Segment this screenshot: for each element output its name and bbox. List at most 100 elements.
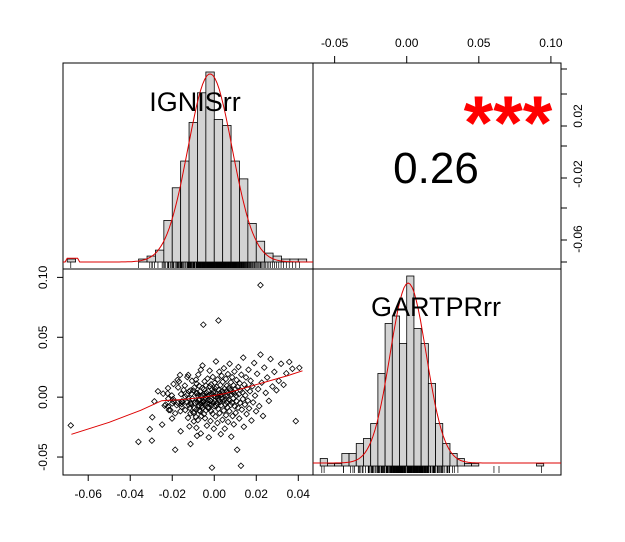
scatter-point — [239, 395, 247, 403]
scatter-point — [177, 390, 185, 398]
scatter-point — [215, 396, 223, 404]
scatter-point — [213, 390, 221, 398]
scatter-point — [207, 417, 214, 425]
scatter-point — [178, 403, 186, 411]
x-tick-label: 0.02 — [245, 487, 269, 501]
scatter-point — [197, 430, 205, 437]
scatter-point — [248, 417, 255, 424]
scatter-point — [233, 446, 241, 454]
scatter-point — [187, 400, 195, 408]
scatter-point — [177, 427, 185, 435]
scatter-point — [165, 406, 173, 414]
ignis-hist-bar — [188, 122, 198, 263]
scatter-point — [236, 399, 244, 407]
scatter-point — [227, 378, 235, 386]
scatter-point — [245, 366, 252, 374]
scatter-point — [192, 376, 200, 384]
significance-stars: *** — [464, 81, 553, 166]
scatter-point — [230, 420, 238, 428]
gartpr-hist-bar — [471, 463, 480, 467]
scatter-point — [270, 368, 278, 376]
scatter-point — [269, 383, 276, 390]
scatter-point — [242, 374, 250, 381]
ignis-hist-bar — [197, 92, 207, 263]
scatter-point — [193, 432, 201, 440]
right-tick-label: 0.02 — [571, 104, 585, 128]
scatter-point — [228, 373, 236, 381]
scatter-point — [189, 395, 196, 402]
ignis-hist-bar — [222, 125, 232, 263]
scatter-point — [158, 421, 166, 428]
scatter-point — [169, 395, 177, 403]
y-tick-label: 0.05 — [36, 325, 50, 349]
scatter-point — [181, 382, 189, 390]
ignis-var-label: IGNISrr — [149, 87, 241, 117]
scatter-point — [239, 388, 246, 396]
scatter-point — [223, 382, 231, 390]
gartpr-hist-bar — [536, 463, 545, 467]
gartpr-hist-bar — [413, 328, 422, 467]
scatter-point — [208, 464, 216, 472]
top-tick-label: 0.05 — [467, 36, 491, 50]
gartpr-hist-bar — [334, 463, 343, 467]
scatter-point — [225, 384, 233, 392]
scatter-point — [154, 387, 162, 395]
scatter-point — [183, 398, 191, 406]
scatter-point — [176, 371, 184, 379]
scatter-point — [246, 387, 254, 395]
scatter-point — [146, 425, 154, 433]
scatter-point — [253, 370, 261, 378]
scatter-point — [194, 371, 202, 379]
scatter-point — [222, 401, 229, 408]
scatter-point — [273, 386, 280, 394]
scatter-point — [194, 416, 202, 424]
gartpr-hist-bar — [442, 443, 451, 467]
scatter-point — [247, 377, 254, 385]
correlation-value: 0.26 — [393, 144, 479, 193]
scatter-point — [221, 425, 229, 433]
top-tick-label: 0.00 — [395, 36, 419, 50]
scatter-point — [262, 389, 270, 397]
ignis-hist-bar — [213, 119, 224, 263]
scatter-point — [212, 358, 220, 365]
scatter-point — [197, 366, 205, 374]
scatter-point — [195, 382, 203, 390]
ignis-hist-bar — [163, 220, 173, 263]
scatter-point — [174, 384, 182, 391]
gartpr-hist-bar — [341, 453, 350, 467]
scatter-point — [226, 360, 233, 368]
ignis-density-line — [63, 73, 313, 263]
scatter-point — [218, 372, 225, 380]
scatter-point — [244, 397, 252, 404]
scatter-point — [203, 392, 211, 400]
x-tick-label: 0.04 — [287, 487, 311, 501]
scatter-point — [280, 381, 287, 389]
scatter-point — [222, 411, 230, 419]
scatter-point — [187, 410, 194, 417]
scatter-point — [211, 385, 219, 393]
scatter-point — [231, 385, 239, 393]
scatter-point — [219, 416, 226, 424]
ignis-hist-bar — [180, 160, 190, 263]
scatter-point — [192, 413, 200, 421]
scatter-point — [229, 412, 236, 420]
scatter-point — [226, 407, 233, 415]
scatter-point — [164, 395, 172, 403]
scatter-point — [175, 378, 183, 385]
gartpr-hist-bar — [456, 458, 465, 467]
top-tick-label: 0.10 — [539, 36, 563, 50]
axes: -0.06 -0.04 -0.02 0.00 0.02 0.04 -0.05 0.00 0.05… — [36, 36, 585, 501]
scatter-point — [170, 380, 177, 388]
loess-line — [71, 370, 303, 435]
scatter-point — [231, 368, 238, 375]
scatter-point — [202, 382, 210, 389]
scatter-point — [233, 397, 241, 405]
scatter-point — [224, 418, 232, 426]
scatter-point — [212, 402, 220, 410]
scatter-point — [171, 409, 179, 417]
scatter-point — [168, 392, 176, 399]
scatter-point — [207, 407, 215, 415]
scatter-point — [257, 351, 264, 358]
scatter-point — [199, 321, 207, 329]
gartpr-hist-bar — [427, 383, 436, 467]
